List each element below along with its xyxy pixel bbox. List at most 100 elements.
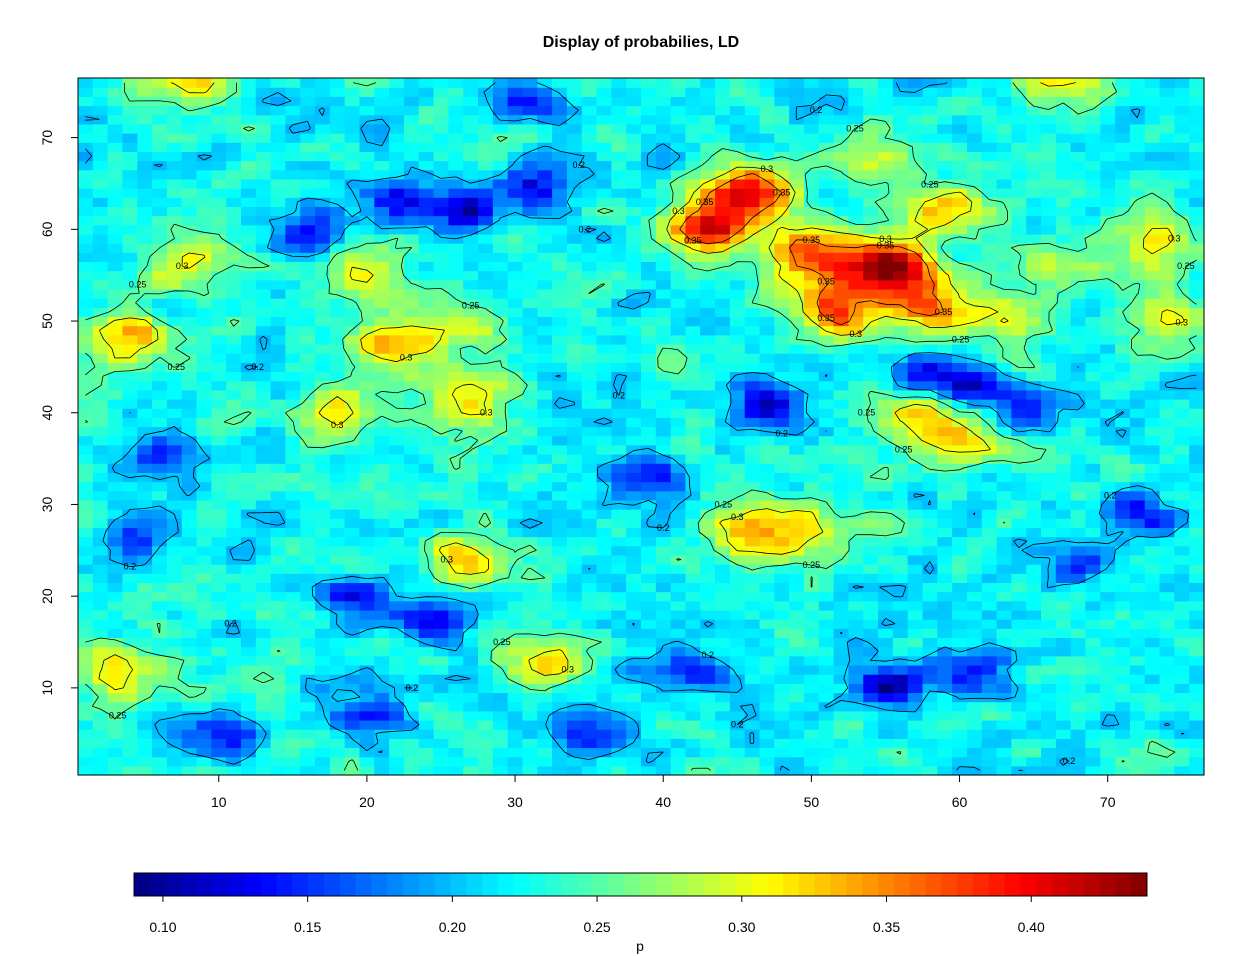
heatmap-cell — [774, 353, 790, 363]
heatmap-cell — [1041, 637, 1057, 648]
heatmap-cell — [1100, 582, 1116, 593]
heatmap-cell — [418, 710, 435, 721]
heatmap-cell — [818, 683, 835, 694]
heatmap-cell — [1189, 178, 1205, 189]
heatmap-cell — [226, 261, 242, 272]
heatmap-cell — [166, 197, 183, 207]
heatmap-cell — [433, 426, 449, 437]
heatmap-cell — [418, 628, 435, 639]
heatmap-cell — [907, 279, 924, 290]
heatmap-cell — [300, 389, 316, 400]
heatmap-cell — [863, 564, 879, 574]
heatmap-cell — [433, 288, 449, 299]
heatmap-cell — [522, 582, 538, 593]
heatmap-cell — [537, 628, 553, 639]
heatmap-cell — [922, 674, 938, 684]
heatmap-cell — [803, 600, 820, 611]
heatmap-cell — [744, 389, 761, 400]
heatmap-cell — [655, 564, 672, 574]
heatmap-cell — [655, 353, 672, 363]
heatmap-cell — [1026, 197, 1042, 207]
heatmap-cell — [300, 371, 316, 382]
heatmap-cell — [285, 371, 301, 382]
heatmap-cell — [774, 426, 790, 437]
heatmap-cell — [700, 178, 716, 189]
heatmap-cell — [181, 169, 198, 180]
heatmap-cell — [507, 472, 524, 483]
heatmap-cell — [344, 664, 361, 675]
heatmap-cell — [981, 765, 998, 776]
heatmap-cell — [92, 169, 109, 180]
heatmap-cell — [1174, 233, 1190, 244]
heatmap-cell — [803, 591, 820, 602]
heatmap-cell — [300, 683, 316, 694]
heatmap-cell — [907, 261, 924, 272]
heatmap-cell — [996, 655, 1012, 666]
heatmap-cell — [818, 389, 835, 400]
heatmap-cell — [344, 536, 361, 547]
heatmap-cell — [848, 490, 864, 501]
heatmap-cell — [522, 261, 538, 272]
heatmap-cell — [892, 343, 909, 354]
heatmap-cell — [952, 224, 968, 235]
heatmap-cell — [1026, 298, 1042, 308]
heatmap-cell — [1159, 545, 1175, 556]
heatmap-cell — [463, 325, 479, 336]
heatmap-cell — [300, 692, 316, 703]
heatmap-cell — [1174, 270, 1190, 281]
heatmap-cell — [729, 316, 746, 327]
heatmap-cell — [152, 573, 168, 584]
heatmap-cell — [152, 747, 168, 758]
heatmap-cell — [389, 582, 405, 593]
heatmap-cell — [389, 435, 405, 446]
heatmap-cell — [478, 463, 494, 473]
heatmap-cell — [803, 389, 820, 400]
heatmap-cell — [374, 252, 390, 263]
heatmap-cell — [403, 710, 420, 721]
heatmap-cell — [952, 325, 968, 336]
heatmap-cell — [803, 664, 820, 675]
heatmap-cell — [552, 389, 568, 400]
heatmap-cell — [789, 270, 805, 281]
heatmap-cell — [522, 701, 538, 712]
heatmap-cell — [878, 664, 894, 675]
heatmap-cell — [1055, 371, 1072, 382]
heatmap-cell — [418, 619, 435, 629]
heatmap-cell — [848, 619, 864, 629]
heatmap-cell — [1011, 316, 1027, 327]
heatmap-cell — [1189, 527, 1205, 538]
heatmap-cell — [1115, 738, 1131, 749]
heatmap-cell — [344, 426, 361, 437]
heatmap-cell — [92, 646, 109, 657]
heatmap-cell — [729, 243, 746, 253]
heatmap-cell — [137, 747, 153, 758]
heatmap-cell — [211, 536, 227, 547]
heatmap-cell — [152, 188, 168, 198]
heatmap-cell — [700, 472, 716, 483]
heatmap-cell — [270, 527, 287, 538]
heatmap-cell — [1026, 499, 1042, 510]
heatmap-cell — [522, 499, 538, 510]
heatmap-cell — [729, 609, 746, 620]
heatmap-cell — [907, 609, 924, 620]
heatmap-cell — [596, 747, 612, 758]
heatmap-cell — [1070, 756, 1087, 767]
heatmap-cell — [1174, 591, 1190, 602]
heatmap-cell — [833, 325, 850, 336]
heatmap-cell — [1144, 417, 1161, 428]
heatmap-cell — [1026, 279, 1042, 290]
heatmap-cell — [1026, 628, 1042, 639]
heatmap-cell — [78, 674, 94, 684]
heatmap-cell — [1055, 307, 1072, 318]
heatmap-cell — [255, 252, 272, 263]
heatmap-cell — [226, 509, 242, 519]
heatmap-cell — [759, 646, 775, 657]
heatmap-cell — [137, 417, 153, 428]
heatmap-cell — [611, 536, 627, 547]
heatmap-cell — [240, 747, 257, 758]
heatmap-cell — [803, 518, 820, 528]
heatmap-cell — [552, 298, 568, 308]
heatmap-cell — [107, 243, 124, 253]
heatmap-cell — [463, 600, 479, 611]
